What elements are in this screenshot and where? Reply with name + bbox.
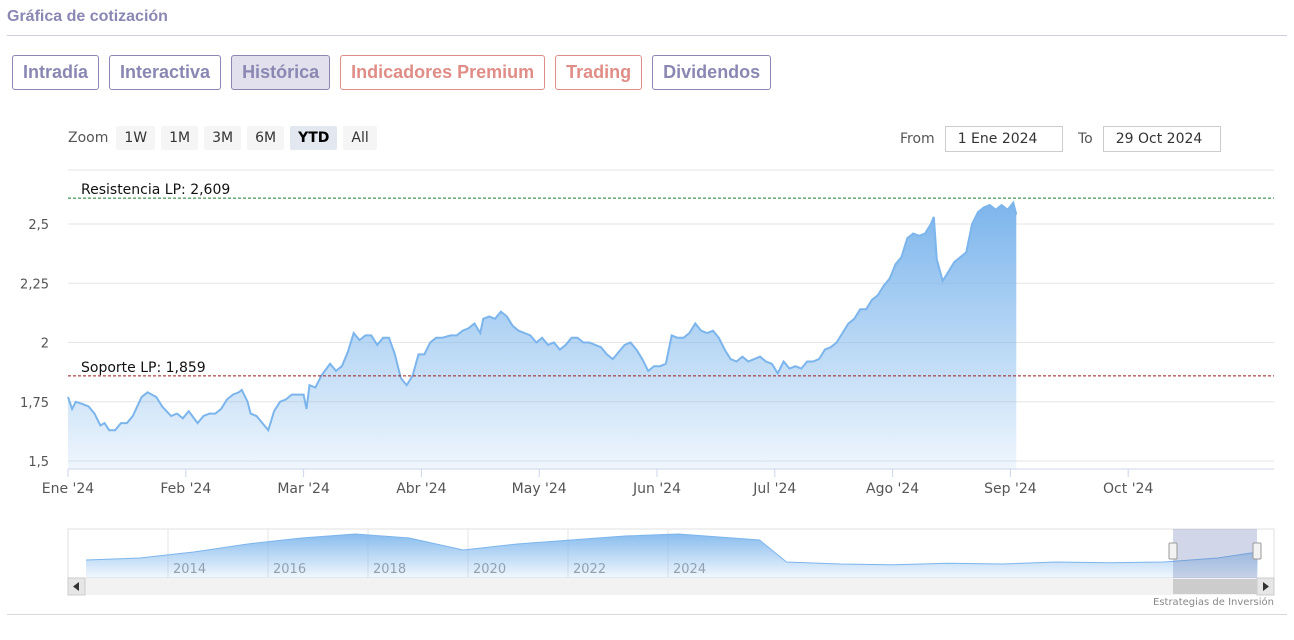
- y-axis: 1,5 1,75 2 2,25 2,5: [20, 218, 49, 470]
- tab-indicadores-premium[interactable]: Indicadores Premium: [340, 55, 546, 90]
- zoom-6m-button[interactable]: 6M: [247, 126, 285, 150]
- navigator-right-handle[interactable]: [1252, 542, 1262, 560]
- tab-historica[interactable]: Histórica: [231, 55, 331, 90]
- x-tick-label: Ene '24: [42, 481, 95, 497]
- zoom-1m-button[interactable]: 1M: [161, 126, 199, 150]
- x-tick-label: Oct '24: [1103, 481, 1153, 497]
- price-area: [68, 202, 1017, 469]
- tab-dividendos[interactable]: Dividendos: [652, 55, 772, 90]
- x-tick-label: Jul '24: [752, 481, 796, 497]
- zoom-3m-button[interactable]: 3M: [204, 126, 242, 150]
- x-tick-label: Jun '24: [632, 481, 681, 497]
- x-tick-label: May '24: [512, 481, 567, 497]
- zoom-ytd-button[interactable]: YTD: [290, 126, 338, 150]
- title-divider: [7, 35, 1287, 36]
- price-series: [67, 200, 1018, 469]
- price-annotations: Resistencia LP: 2,609 Soporte LP: 1,859: [68, 182, 1274, 377]
- zoom-label: Zoom: [68, 130, 109, 146]
- zoom-all-button[interactable]: All: [343, 126, 377, 150]
- navigator-left-handle[interactable]: [1168, 542, 1178, 560]
- zoom-selector: Zoom 1W 1M 3M 6M YTD All: [68, 126, 377, 150]
- navigator-selection[interactable]: [1173, 529, 1257, 578]
- tab-trading[interactable]: Trading: [555, 55, 643, 90]
- support-label: Soporte LP: 1,859: [81, 360, 206, 376]
- y-tick-label: 2,5: [28, 218, 49, 233]
- range-from-label: From: [900, 131, 935, 147]
- scroll-left-icon: [73, 582, 79, 591]
- resistance-label: Resistencia LP: 2,609: [81, 182, 230, 198]
- y-tick-label: 2,25: [20, 277, 49, 292]
- x-tick-label: Sep '24: [984, 481, 1037, 497]
- y-tick-label: 1,5: [28, 455, 49, 470]
- range-to-input[interactable]: 29 Oct 2024: [1102, 126, 1221, 152]
- bottom-divider: [7, 614, 1287, 615]
- page-title: Gráfica de cotización: [7, 8, 168, 25]
- range-from-input[interactable]: 1 Ene 2024: [944, 126, 1063, 152]
- range-from: From 1 Ene 2024: [900, 126, 1063, 152]
- x-axis: Ene '24 Feb '24 Mar '24 Abr '24 May '24 Jun '…: [42, 468, 1274, 497]
- tab-interactiva[interactable]: Interactiva: [109, 55, 222, 90]
- x-tick-label: Mar '24: [277, 481, 330, 497]
- x-tick-label: Abr '24: [396, 481, 446, 497]
- scroll-right-icon: [1263, 582, 1269, 591]
- price-line: [67, 200, 1018, 433]
- navigator-line: [85, 533, 1259, 566]
- x-tick-label: Ago '24: [866, 481, 919, 497]
- navigator[interactable]: 201420162018202020222024: [67, 528, 1275, 596]
- scrollbar-thumb[interactable]: [1173, 579, 1257, 594]
- x-tick-label: Feb '24: [160, 481, 211, 497]
- navigator-area: [86, 534, 1258, 578]
- range-to: To 29 Oct 2024: [1078, 126, 1221, 152]
- y-tick-label: 2: [41, 337, 49, 352]
- range-to-label: To: [1078, 131, 1093, 147]
- tab-intradia[interactable]: Intradía: [12, 55, 100, 90]
- chart-credit: Estrategias de Inversión: [1153, 597, 1274, 608]
- navigator-scrollbar[interactable]: [68, 578, 1274, 595]
- y-tick-label: 1,75: [20, 396, 49, 411]
- chart-tabs: Intradía Interactiva Histórica Indicador…: [12, 55, 772, 90]
- zoom-1w-button[interactable]: 1W: [116, 126, 156, 150]
